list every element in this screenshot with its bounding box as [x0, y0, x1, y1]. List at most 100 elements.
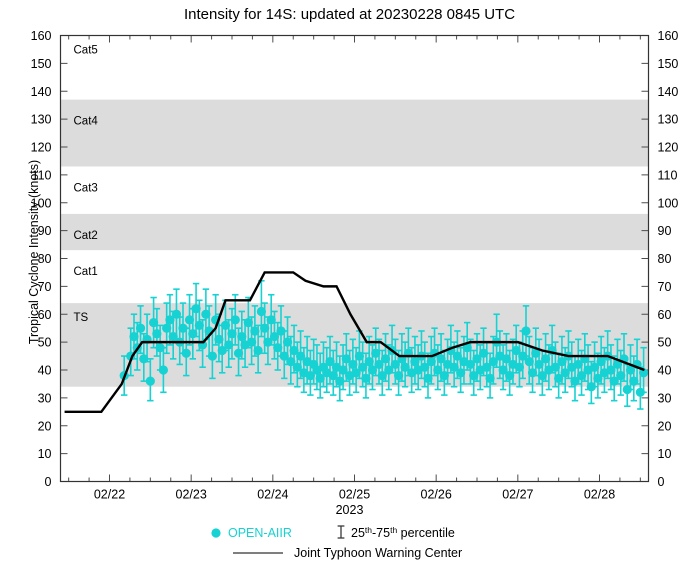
data-point	[253, 345, 263, 356]
y-tick-label-left: 40	[38, 364, 52, 378]
data-point	[554, 373, 564, 383]
data-point	[325, 357, 335, 367]
data-point	[361, 373, 371, 383]
data-point	[233, 348, 244, 358]
y-tick-label-right: 90	[658, 224, 672, 238]
data-point	[335, 376, 345, 386]
category-label-cat2: Cat2	[74, 230, 98, 242]
data-point	[501, 354, 511, 364]
data-point	[165, 315, 175, 325]
legend-label-jtwc: Joint Typhoon Warning Center	[294, 546, 462, 560]
data-point	[537, 370, 547, 381]
data-point	[139, 354, 149, 364]
data-point	[217, 345, 227, 356]
data-point	[560, 368, 570, 378]
data-point	[296, 351, 306, 361]
data-point	[158, 365, 168, 375]
data-point	[590, 362, 600, 372]
data-point	[410, 357, 420, 367]
y-tick-label-left: 150	[31, 57, 52, 71]
y-tick-label-right: 60	[658, 308, 672, 322]
category-band-cat2	[60, 213, 649, 251]
data-point	[521, 326, 531, 336]
y-tick-label-right: 70	[658, 280, 672, 294]
plot-frame	[59, 34, 650, 483]
category-label-ts: TS	[74, 312, 89, 324]
y-tick-label-left: 100	[31, 196, 52, 210]
y-tick-label-right: 130	[658, 113, 679, 127]
category-band-cat4	[60, 99, 649, 167]
y-tick-label-right: 100	[658, 196, 679, 210]
category-labels: Cat5 Cat4 Cat3 Cat2 Cat1 TS	[74, 44, 99, 324]
y-tick-label-right: 150	[658, 57, 679, 71]
y-tick-label-left: 50	[38, 336, 52, 350]
data-point	[478, 348, 489, 358]
data-point	[596, 357, 606, 367]
data-point	[384, 365, 394, 375]
data-point	[511, 345, 521, 356]
x-axis-label: 2023	[335, 503, 364, 517]
x-tick-labels: 02/22 02/23 02/24 02/25 02/26 02/27 02/28	[94, 488, 615, 502]
category-label-cat1: Cat1	[74, 266, 98, 278]
data-point	[400, 362, 410, 372]
data-point	[629, 376, 639, 386]
data-point	[367, 365, 378, 375]
category-label-cat4: Cat4	[74, 116, 99, 128]
category-label-cat3: Cat3	[74, 182, 98, 194]
jtwc-track-line	[64, 271, 645, 414]
data-point	[181, 348, 191, 358]
data-point	[227, 329, 237, 339]
x-tick-label: 02/27	[502, 488, 533, 502]
data-point	[423, 373, 433, 383]
category-bands	[60, 99, 649, 387]
data-point	[557, 357, 567, 367]
x-tick-label: 02/25	[339, 488, 370, 502]
data-point	[184, 315, 195, 325]
data-point	[436, 354, 446, 364]
data-point	[135, 323, 146, 333]
legend-marker-openaiir	[211, 528, 221, 538]
y-tick-label-left: 0	[45, 475, 52, 489]
data-point	[351, 368, 361, 378]
y-tick-label-left: 30	[38, 391, 52, 405]
x-tick-label: 02/24	[257, 488, 288, 502]
data-point	[390, 359, 400, 370]
y-tick-label-left: 60	[38, 308, 52, 322]
x-tick-label: 02/23	[176, 488, 207, 502]
data-point	[214, 334, 224, 344]
data-point	[570, 376, 580, 386]
data-point	[433, 365, 443, 375]
data-point	[612, 359, 623, 370]
data-point	[514, 362, 525, 372]
data-point	[635, 387, 645, 397]
data-point	[292, 362, 302, 372]
chart-legend: OPEN-AIIR 25th-75th percentile Joint Typho…	[211, 525, 462, 560]
data-point	[593, 373, 603, 383]
data-point	[207, 351, 217, 361]
data-point	[482, 362, 492, 372]
y-tick-label-left: 120	[31, 141, 52, 155]
data-point	[485, 373, 495, 383]
data-point	[374, 359, 384, 370]
data-point	[465, 359, 476, 370]
data-point	[354, 351, 364, 361]
y-tick-label-left: 90	[38, 224, 52, 238]
data-point	[462, 343, 472, 353]
data-point	[188, 329, 198, 339]
data-point	[348, 359, 358, 370]
data-point	[260, 323, 270, 333]
data-point	[162, 323, 172, 333]
y-tick-label-right: 30	[658, 391, 672, 405]
y-tick-label-left: 20	[38, 419, 52, 433]
data-point	[149, 318, 159, 328]
data-point	[237, 331, 247, 342]
y-tick-label-right: 20	[658, 419, 672, 433]
y-tick-label-right: 40	[658, 364, 672, 378]
data-point	[256, 306, 266, 317]
legend-label-percentile: 25th-75th percentile	[351, 525, 455, 540]
data-point	[380, 354, 391, 364]
data-point	[472, 354, 482, 364]
data-point	[286, 357, 296, 367]
data-point	[129, 331, 139, 342]
